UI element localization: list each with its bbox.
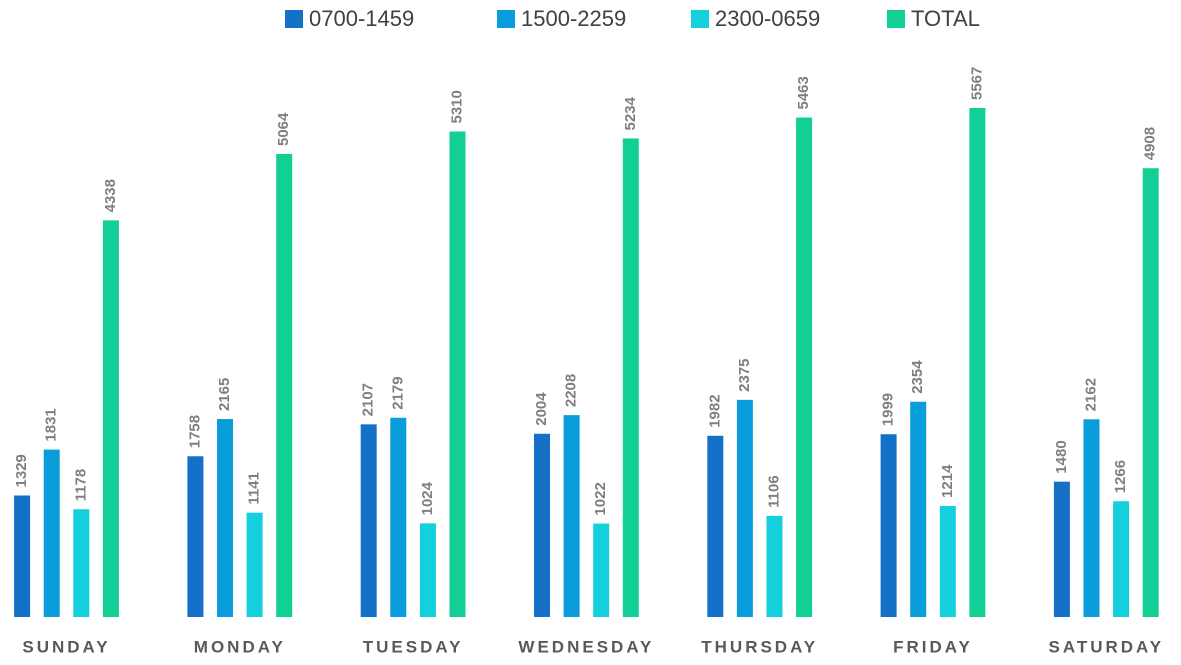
data-label: 5064 — [275, 112, 292, 146]
data-label: 2375 — [736, 358, 753, 391]
bar — [622, 138, 639, 617]
bar — [796, 117, 813, 618]
x-tick-label: THURSDAY — [701, 637, 818, 656]
bar — [969, 108, 986, 617]
bar — [73, 509, 90, 617]
data-label: 1214 — [939, 464, 956, 498]
data-label: 1178 — [72, 469, 89, 502]
legend-label: 0700-1459 — [309, 6, 414, 31]
bar — [390, 417, 407, 617]
bar — [939, 506, 956, 617]
bar — [563, 415, 580, 617]
data-label: 2179 — [389, 376, 406, 409]
bar — [593, 523, 610, 617]
data-label: 1999 — [880, 393, 897, 426]
bar — [1142, 168, 1159, 617]
data-label: 1266 — [1112, 460, 1129, 493]
bar — [736, 399, 753, 617]
x-tick-label: SATURDAY — [1048, 637, 1164, 656]
data-label: 1758 — [186, 415, 203, 448]
bar — [880, 434, 897, 617]
legend-swatch — [285, 10, 303, 28]
bar — [217, 419, 233, 617]
bar — [102, 220, 119, 617]
data-label: 4338 — [102, 179, 119, 212]
data-label: 1480 — [1053, 440, 1070, 473]
bar — [43, 449, 60, 617]
legend-label: TOTAL — [911, 6, 980, 31]
data-label: 2107 — [360, 383, 377, 416]
data-label: 2004 — [533, 392, 550, 426]
bar — [707, 435, 724, 617]
bar — [360, 424, 377, 617]
legend-swatch — [887, 10, 905, 28]
data-label: 1831 — [43, 408, 60, 441]
data-label: 2165 — [216, 378, 233, 411]
bar — [910, 401, 927, 617]
bar — [246, 512, 263, 617]
x-tick-label: SUNDAY — [22, 637, 110, 656]
x-tick-label: MONDAY — [194, 637, 286, 656]
legend-swatch — [691, 10, 709, 28]
data-label: 1022 — [592, 482, 609, 515]
data-label: 2208 — [563, 374, 580, 407]
x-tick-label: WEDNESDAY — [518, 637, 654, 656]
data-label: 5310 — [448, 90, 465, 123]
legend-label: 1500-2259 — [521, 6, 626, 31]
x-tick-label: FRIDAY — [893, 637, 973, 656]
data-label: 5567 — [968, 67, 985, 100]
bar — [187, 456, 204, 617]
bar — [1113, 501, 1130, 617]
data-label: 1141 — [246, 472, 263, 505]
bar — [449, 131, 466, 618]
bar — [1053, 481, 1070, 617]
data-label: 2162 — [1082, 378, 1099, 411]
bar — [534, 433, 550, 617]
data-label: 2354 — [909, 360, 926, 394]
legend-label: 2300-0659 — [715, 6, 820, 31]
data-label: 5463 — [795, 76, 812, 109]
data-label: 1329 — [13, 454, 30, 487]
bar — [14, 495, 31, 617]
bar — [276, 153, 293, 618]
data-label: 1982 — [706, 394, 723, 427]
bar — [419, 523, 436, 617]
bar — [1083, 419, 1100, 617]
x-tick-label: TUESDAY — [363, 637, 464, 656]
data-label: 1024 — [419, 481, 436, 515]
data-label: 4908 — [1142, 127, 1159, 160]
legend-swatch — [497, 10, 515, 28]
bar — [766, 515, 783, 617]
data-label: 5234 — [622, 96, 639, 130]
data-label: 1106 — [765, 475, 782, 508]
